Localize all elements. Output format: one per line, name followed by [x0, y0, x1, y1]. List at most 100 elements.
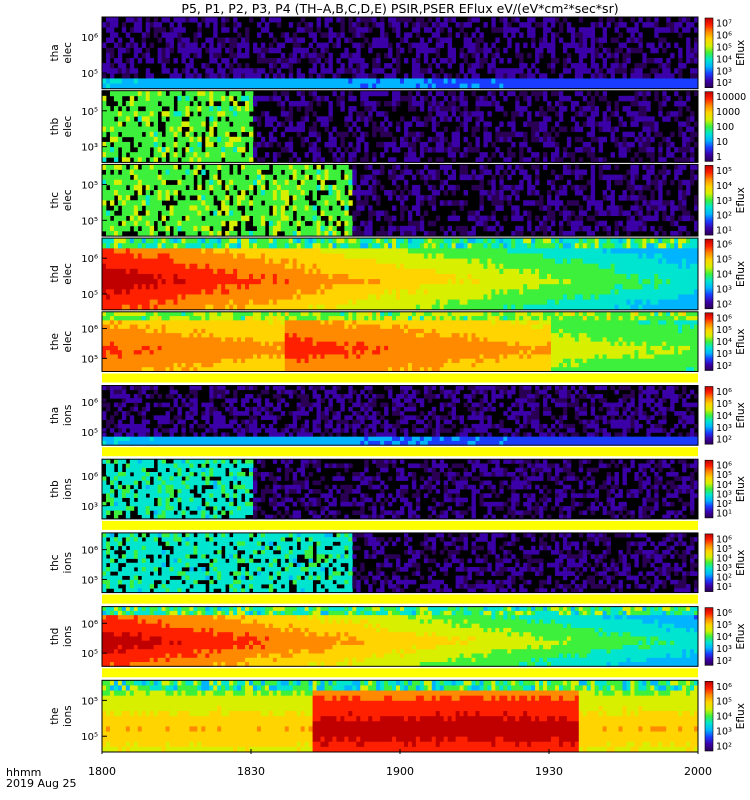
colorbar	[704, 459, 714, 519]
panel-probe-label: the	[49, 333, 61, 350]
panel-thd-elec: thd elec 10⁶ 10⁵ 10⁶ 10⁵ 10⁴ 10³ 10² Eflux	[49, 237, 747, 311]
colorbar-tick-label: 10⁶	[716, 387, 732, 398]
colorbar-tick-label: 10⁷	[716, 19, 732, 30]
colorbar-tick-label: 10⁶	[716, 682, 732, 693]
x-tick-label: 1800	[88, 765, 116, 778]
y-tick-label: 10⁵	[81, 428, 98, 439]
plot-frame	[101, 163, 699, 237]
date-label: 2019 Aug 25	[6, 777, 77, 790]
colorbar-label: Eflux	[735, 703, 747, 729]
y-tick-label: 10⁶	[81, 325, 98, 336]
y-tick-label: 10⁵	[81, 216, 98, 227]
colorbar-tick-label: 10³	[716, 727, 732, 738]
colorbar-tick-label: 10⁴	[716, 480, 732, 491]
panel-probe-label: thc	[49, 192, 61, 209]
colorbar	[704, 91, 714, 162]
panel-the-ions: the ions 10⁵ 10⁵ 10⁶ 10⁵ 10⁴ 10³ 10² Eflux	[49, 679, 747, 753]
panel-probe-label: thd	[49, 628, 61, 645]
colorbar	[704, 165, 714, 236]
colorbar-tick-label: 10²	[716, 499, 732, 510]
colorbar-tick-label: 10²	[716, 211, 732, 222]
y-tick-label: 10⁶	[81, 472, 98, 483]
colorbar-label: Eflux	[735, 40, 747, 66]
y-tick-label: 10⁵	[81, 107, 98, 118]
colorbar-tick-label: 10²	[716, 435, 732, 446]
colorbar	[704, 386, 714, 445]
panel-species-label: elec	[62, 263, 74, 285]
panel-thc-elec: thc elec 10⁵ 10⁵ 10⁵ 10⁴ 10³ 10² 10¹ Eflux	[49, 163, 747, 237]
colorbar-tick-label: 10¹	[716, 582, 732, 593]
fill-band	[102, 594, 698, 604]
colorbar	[704, 533, 714, 592]
colorbar-tick-label: 10⁵	[716, 620, 732, 631]
colorbar-tick-label: 10²	[716, 742, 732, 753]
colorbar-tick-label: 1000	[716, 107, 740, 118]
colorbar-tick-label: 10³	[716, 66, 732, 77]
y-tick-label: 10⁵	[81, 696, 98, 707]
colorbar-tick-label: 10⁵	[716, 544, 732, 555]
colorbar-tick-label: 10³	[716, 423, 732, 434]
panel-species-label: ions	[62, 552, 74, 573]
panel-species-label: ions	[62, 405, 74, 426]
colorbar-label: Eflux	[735, 329, 747, 355]
panel-thb-elec: thb elec 10⁵ 10³ 10000 1000 100 10 1	[49, 90, 746, 163]
colorbar-tick-label: 10⁴	[716, 632, 732, 643]
fill-band	[102, 520, 698, 530]
colorbar-tick-label: 10²	[716, 573, 732, 584]
panel-probe-label: tha	[49, 407, 61, 424]
plot-frame	[101, 237, 699, 311]
colorbar-tick-label: 10⁴	[716, 411, 732, 422]
colorbar-tick-label: 10⁴	[716, 54, 732, 65]
colorbar-tick-label: 10⁵	[716, 42, 732, 53]
y-tick-label: 10³	[81, 502, 98, 513]
colorbar-tick-label: 10³	[716, 349, 732, 360]
fill-band	[102, 373, 698, 383]
colorbar-tick-label: 10⁶	[716, 30, 732, 41]
colorbar-tick-label: 10³	[716, 284, 732, 295]
x-tick-label: 2000	[684, 765, 712, 778]
colorbar-label: Eflux	[735, 402, 747, 428]
panel-probe-label: the	[49, 708, 61, 725]
panel-probe-label: thb	[49, 480, 61, 498]
panel-probe-label: thd	[49, 265, 61, 282]
colorbar-tick-label: 10	[716, 137, 728, 148]
colorbar-tick-label: 10⁵	[716, 399, 732, 410]
panel-species-label: elec	[62, 116, 74, 138]
colorbar-tick-label: 10³	[716, 644, 732, 655]
y-tick-label: 10³	[81, 143, 98, 154]
colorbar	[704, 607, 714, 666]
colorbar-tick-label: 10⁵	[716, 470, 732, 481]
y-tick-label: 10⁶	[81, 546, 98, 557]
colorbar-tick-label: 10⁵	[716, 325, 732, 336]
y-tick-label: 10⁵	[81, 69, 98, 80]
colorbar-tick-label: 10³	[716, 563, 732, 574]
colorbar-label: Eflux	[735, 623, 747, 649]
colorbar-tick-label: 10⁶	[716, 240, 732, 251]
y-tick-label: 10⁶	[81, 254, 98, 265]
plot-frame	[101, 532, 699, 594]
time-format-label: hhmm	[6, 766, 42, 779]
plot-frame	[101, 385, 699, 446]
colorbar-tick-label: 10⁴	[716, 712, 732, 723]
x-tick-label: 1830	[237, 765, 265, 778]
panel-species-label: ions	[62, 626, 74, 647]
colorbar-tick-label: 10⁴	[716, 337, 732, 348]
panel-probe-label: tha	[49, 44, 61, 61]
panel-species-label: elec	[62, 189, 74, 211]
colorbar-label: Eflux	[735, 187, 747, 213]
plot-frame	[101, 606, 699, 667]
colorbar-tick-label: 10⁶	[716, 534, 732, 545]
x-tick-label: 1930	[535, 765, 563, 778]
panel-species-label: ions	[62, 705, 74, 726]
colorbar-tick-label: 10⁵	[716, 166, 732, 177]
colorbar-tick-label: 10⁵	[716, 255, 732, 266]
colorbar-tick-label: 10⁶	[716, 608, 732, 619]
colorbar-tick-label: 10000	[716, 92, 746, 103]
y-tick-label: 10⁵	[81, 649, 98, 660]
y-tick-label: 10⁶	[81, 619, 98, 630]
panel-probe-label: thb	[49, 117, 61, 135]
